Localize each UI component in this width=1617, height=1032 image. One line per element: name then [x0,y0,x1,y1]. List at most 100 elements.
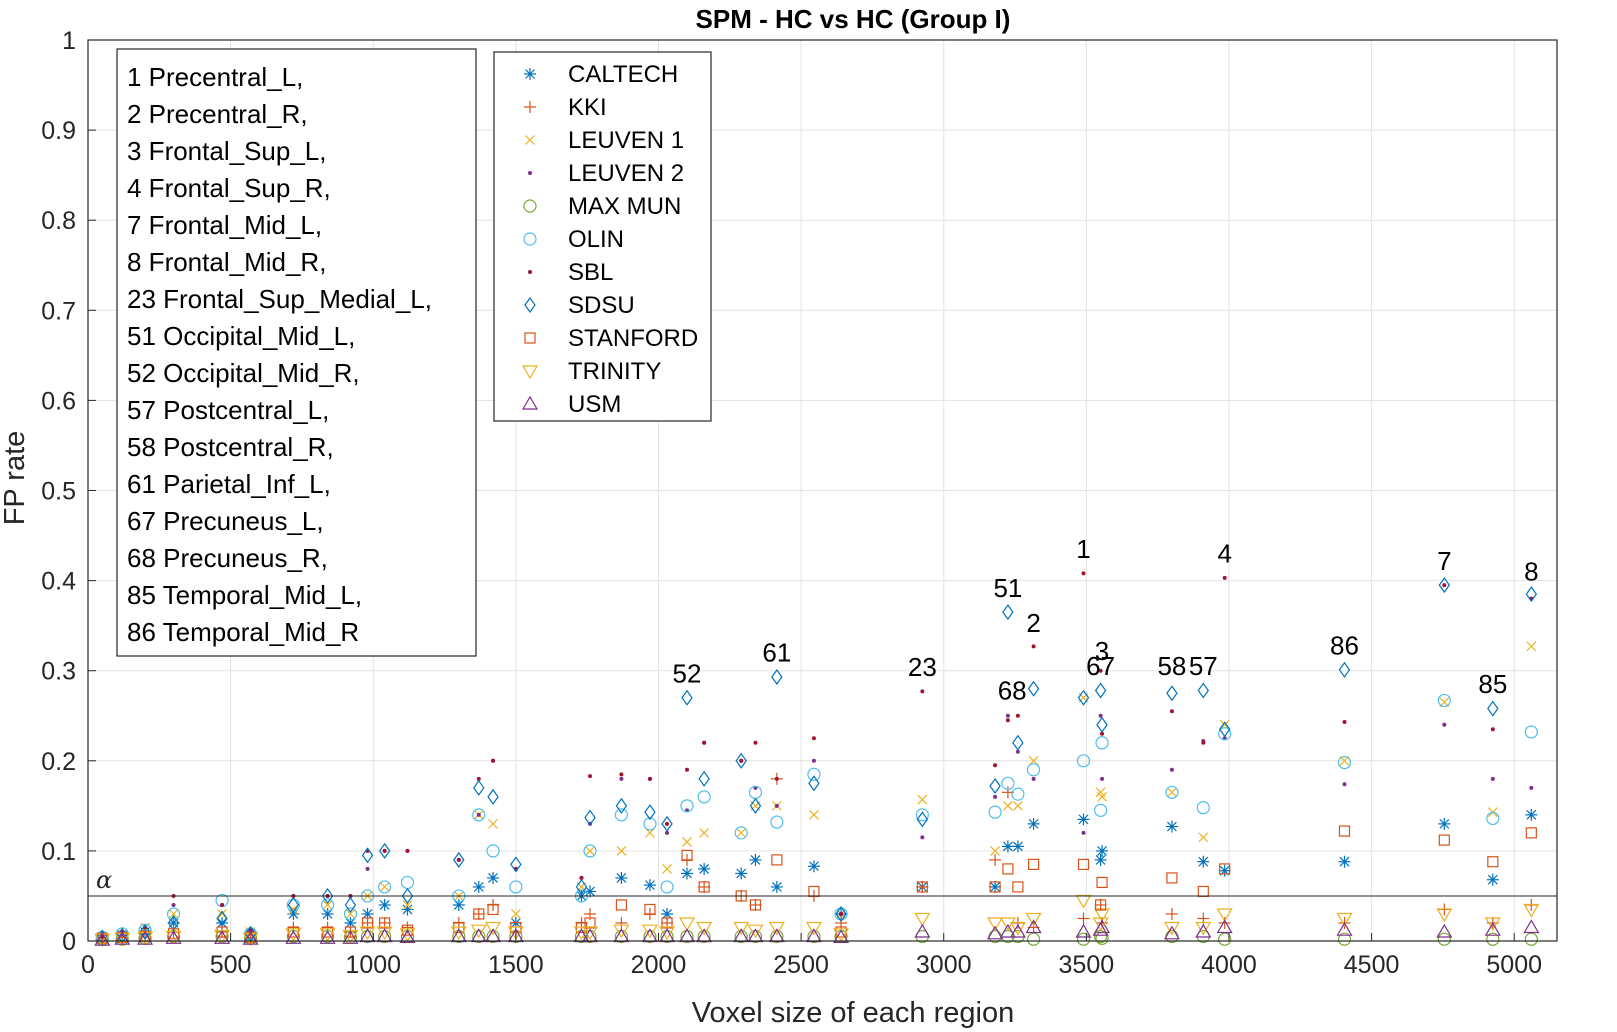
data-point-olin [1486,811,1500,826]
data-point-stanford [989,881,1001,893]
data-point-olin [486,844,500,858]
data-point-max-mun [1437,932,1451,946]
legend-marker [523,199,537,213]
data-point-olin [1076,754,1091,768]
data-point-kki [749,898,762,911]
region-annotation: 86 [1330,630,1359,660]
data-point-olin [1094,803,1108,817]
data-point-leuven-2 [1031,776,1036,781]
region-annotation: 85 [1478,669,1507,699]
data-point-sbl [220,902,225,907]
region-legend-box [116,48,477,657]
x-tick-label: 2000 [631,951,687,979]
data-point-leuven-1 [379,882,390,892]
data-point-usm [342,930,359,944]
data-point-leuven-1 [1002,800,1013,811]
data-point-caltech [735,867,748,880]
data-point-olin [1011,787,1025,801]
data-point-stanford [1002,863,1014,875]
data-point-trinity [914,912,931,927]
legend-marker [524,101,536,113]
data-point-stanford [615,899,628,911]
legend-marker [523,232,537,246]
data-point-kki [1218,916,1231,929]
data-point-trinity [1336,912,1353,927]
data-point-trinity [450,926,467,941]
region-legend-item: 7 Frontal_Mid_L, [127,210,322,240]
data-point-sbl [1169,709,1174,714]
data-point-caltech [989,880,1002,893]
legend-item-max-mun: MAX MUN [523,193,681,220]
data-point-olin [166,907,181,921]
data-point-sdsu [96,929,108,946]
data-point-leuven-1 [616,845,627,856]
region-legend-item: 85 Temporal_Mid_L, [127,580,362,610]
data-point-trinity [747,924,764,939]
data-point-sbl [1342,720,1347,725]
data-point-olin [1026,763,1041,777]
legend-item-kki: KKI [524,94,607,121]
data-point-olin [321,898,335,912]
data-point-caltech [321,907,334,920]
legend-label: OLIN [568,226,624,253]
data-point-stanford [1487,856,1499,868]
data-point-stanford [916,881,928,893]
x-tick-label: 5000 [1486,951,1542,979]
data-point-trinity [1484,917,1501,932]
data-point-sdsu [1166,685,1178,702]
data-point-sdsu [1094,682,1107,699]
data-point-usm [914,923,931,938]
x-tick-label: 2500 [773,951,829,979]
data-point-trinity [1009,921,1026,936]
legend-item-sbl: SBL [528,259,613,286]
y-tick-label: 0.4 [41,568,76,596]
x-tick-label: 1500 [488,951,544,979]
chart-title: SPM - HC vs HC (Group I) [696,4,1011,34]
data-point-sbl [839,911,844,916]
data-point-leuven-1 [1526,641,1537,652]
data-point-leuven-1 [510,909,521,919]
data-point-caltech [770,880,783,893]
data-point-leuven-2 [1490,776,1495,781]
data-point-stanford [1166,872,1178,884]
data-point-olin [1337,756,1352,770]
data-point-usm [987,925,1004,940]
data-point-stanford [1438,834,1450,846]
data-point-sdsu [378,842,391,859]
region-annotation: 3 [1095,636,1109,666]
data-point-sbl [579,875,584,880]
legend-label: STANFORD [568,325,698,352]
data-point-olin [614,808,629,822]
data-point-olin [509,880,523,894]
data-point-leuven-1 [168,909,179,919]
data-point-sbl [619,772,624,777]
y-tick-label: 0.7 [41,297,76,325]
data-point-leuven-2 [476,812,481,817]
legend-marker [524,68,536,80]
y-tick-label: 0.3 [41,658,76,686]
data-point-leuven-1 [809,809,819,820]
region-annotation: 23 [908,652,937,682]
data-point-sbl [1098,668,1103,673]
legend-label: KKI [568,94,607,121]
y-tick-label: 0.2 [41,748,76,776]
data-point-leuven-1 [662,863,672,874]
data-point-caltech [1218,864,1231,877]
legend-label: LEUVEN 1 [568,127,684,154]
data-point-trinity [1195,921,1212,936]
data-point-sdsu [344,896,357,913]
data-point-caltech [681,867,694,880]
data-point-sdsu [584,809,596,826]
data-point-olin [472,808,486,822]
data-point-sdsu [510,856,522,873]
data-point-sbl [702,740,707,745]
data-point-leuven-1 [345,909,356,919]
data-point-leuven-1 [288,904,299,915]
data-point-sdsu [1197,682,1210,699]
data-point-leuven-2 [1529,785,1534,790]
data-point-stanford [749,899,762,911]
data-point-leuven-2 [774,803,779,808]
data-point-leuven-1 [488,818,498,829]
data-point-leuven-2 [171,902,176,907]
